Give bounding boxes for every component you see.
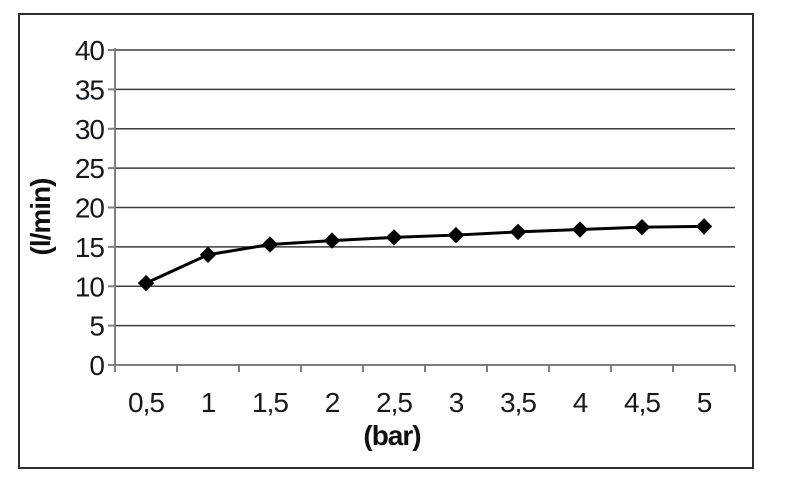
data-point-marker	[447, 226, 465, 244]
data-point-marker	[633, 218, 651, 236]
tick-labels-layer: 0 5 10 15 20 25 30 35 40 0,5 1 1,5 2 2,5 3 3,5 4 4,5 5	[75, 35, 713, 418]
x-tick-label: 4	[573, 387, 588, 418]
y-tick-label: 30	[75, 114, 105, 145]
gridlines-layer	[115, 49, 735, 327]
y-tick-label: 20	[75, 193, 105, 224]
x-tick-label: 3,5	[500, 387, 536, 418]
x-tick-label: 0,5	[128, 387, 164, 418]
x-tick-label: 2,5	[376, 387, 412, 418]
x-tick-label: 1	[201, 387, 216, 418]
series-layer	[137, 218, 713, 292]
x-axis-title: (bar)	[363, 420, 420, 451]
data-point-marker	[199, 246, 217, 263]
data-point-marker	[323, 232, 341, 249]
axes-layer	[108, 48, 736, 372]
x-tick-label: 3	[449, 387, 464, 418]
y-tick-label: 40	[75, 35, 105, 66]
y-tick-label: 0	[89, 350, 104, 381]
y-tick-label: 5	[89, 311, 104, 342]
x-tick-label: 2	[325, 387, 340, 418]
x-tick-label: 5	[697, 387, 712, 418]
data-point-marker	[571, 221, 589, 238]
data-point-marker	[509, 223, 527, 241]
y-tick-label: 10	[75, 271, 105, 302]
data-point-marker	[385, 229, 403, 246]
series-line	[144, 224, 706, 285]
y-tick-label: 15	[75, 232, 105, 263]
data-point-marker	[695, 218, 713, 235]
y-tick-label: 35	[75, 74, 105, 105]
x-tick-label: 4,5	[624, 387, 660, 418]
data-point-marker	[261, 236, 279, 253]
y-axis-title: (l/min)	[25, 179, 56, 256]
y-tick-label: 25	[75, 153, 105, 184]
x-tick-label: 1,5	[252, 387, 288, 418]
data-point-marker	[137, 274, 155, 292]
